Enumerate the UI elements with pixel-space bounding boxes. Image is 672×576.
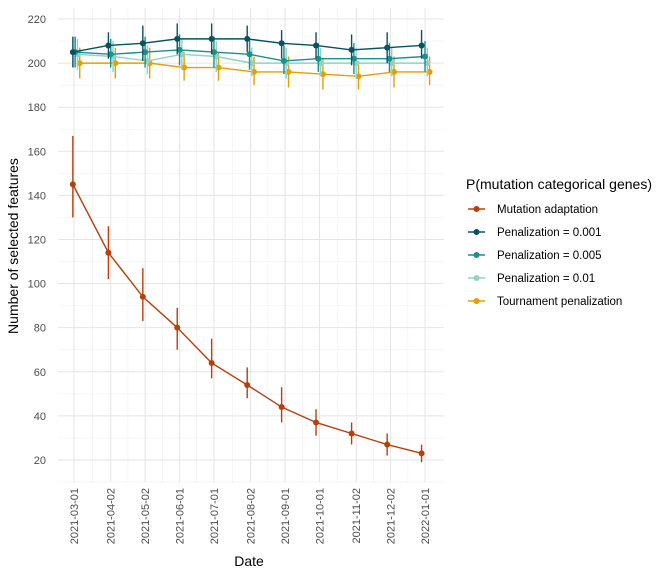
- data-point: [176, 46, 183, 53]
- x-tick-label: 2021-07-01: [209, 488, 221, 544]
- y-tick-label: 160: [28, 146, 46, 158]
- y-tick-label: 60: [34, 367, 46, 379]
- data-point: [350, 55, 357, 62]
- data-point: [246, 51, 253, 58]
- data-point: [208, 359, 215, 366]
- x-tick-label: 2021-11-02: [351, 488, 363, 543]
- data-point: [107, 51, 114, 58]
- legend-title: P(mutation categorical genes): [466, 176, 652, 192]
- y-tick-label: 20: [34, 455, 46, 467]
- legend-label: Mutation adaptation: [497, 204, 598, 216]
- data-point: [384, 441, 391, 448]
- data-point: [348, 46, 355, 53]
- x-axis-ticks: 2021-03-01 2021-04-02 2021-05-02 2021-06-01…: [69, 488, 432, 544]
- data-point: [426, 68, 433, 75]
- data-point: [76, 60, 83, 67]
- x-tick-label: 2021-08-02: [246, 488, 258, 544]
- y-axis-ticks: 20 40 60 80 100 120 140 160 180 200 220: [28, 14, 46, 467]
- data-point: [285, 68, 292, 75]
- data-point: [139, 40, 146, 47]
- data-point: [208, 35, 215, 42]
- y-tick-label: 220: [28, 14, 46, 26]
- legend-key-point: [473, 229, 480, 235]
- data-point: [181, 64, 188, 71]
- y-tick-label: 80: [34, 323, 46, 335]
- data-point: [210, 49, 217, 56]
- y-tick-label: 140: [28, 190, 46, 202]
- data-point: [391, 68, 398, 75]
- data-point: [278, 40, 285, 47]
- data-point: [418, 450, 425, 457]
- x-tick-label: 2022-01-01: [420, 488, 432, 544]
- legend-label: Penalization = 0.001: [497, 227, 602, 239]
- data-point: [386, 55, 393, 62]
- data-point: [139, 293, 146, 300]
- x-tick-label: 2021-03-01: [69, 488, 81, 544]
- legend-label: Penalization = 0.005: [497, 250, 602, 262]
- legend-key-point: [473, 206, 480, 212]
- x-tick-label: 2021-12-02: [386, 488, 398, 544]
- data-point: [313, 42, 320, 49]
- data-point: [144, 57, 151, 64]
- series: [72, 34, 428, 75]
- legend-key-point: [473, 298, 480, 304]
- data-point: [353, 60, 360, 67]
- x-tick-label: 2021-05-02: [140, 488, 152, 544]
- data-point: [251, 68, 258, 75]
- data-point: [174, 35, 181, 42]
- data-point: [315, 55, 322, 62]
- x-tick-label: 2021-04-02: [106, 488, 118, 544]
- data-point: [244, 381, 251, 388]
- data-point: [142, 49, 149, 56]
- data-point: [69, 49, 76, 56]
- data-point: [248, 60, 255, 67]
- series-group: [69, 23, 433, 463]
- data-point: [215, 64, 222, 71]
- y-axis-title: Number of selected features: [5, 158, 21, 334]
- y-tick-label: 100: [28, 279, 46, 291]
- data-point: [280, 57, 287, 64]
- data-point: [105, 42, 112, 49]
- data-point: [174, 324, 181, 331]
- series: [69, 23, 425, 68]
- x-axis-title: Date: [234, 553, 264, 569]
- series: [69, 135, 425, 463]
- y-tick-label: 40: [34, 411, 46, 423]
- series: [76, 47, 433, 90]
- grid: [58, 8, 444, 483]
- x-tick-label: 2021-10-01: [314, 488, 326, 544]
- data-point: [69, 181, 76, 188]
- data-point: [112, 60, 119, 67]
- data-point: [105, 249, 112, 256]
- legend-key-point: [473, 252, 480, 258]
- legend-key-point: [473, 275, 480, 281]
- y-tick-label: 120: [28, 234, 46, 246]
- data-point: [278, 404, 285, 411]
- data-point: [418, 42, 425, 49]
- data-point: [213, 53, 220, 60]
- data-point: [244, 35, 251, 42]
- y-tick-label: 200: [28, 58, 46, 70]
- data-point: [317, 60, 324, 67]
- data-point: [424, 60, 431, 67]
- data-point: [422, 53, 428, 60]
- data-point: [313, 419, 320, 426]
- data-point: [348, 430, 355, 437]
- legend-label: Penalization = 0.01: [497, 273, 595, 285]
- x-tick-label: 2021-06-01: [175, 488, 187, 544]
- data-point: [319, 71, 326, 78]
- data-point: [384, 44, 391, 51]
- legend: P(mutation categorical genes) Mutation a…: [466, 176, 652, 308]
- data-point: [178, 51, 185, 58]
- data-point: [355, 73, 362, 80]
- legend-label: Tournament penalization: [497, 296, 622, 308]
- data-point: [388, 60, 395, 67]
- y-tick-label: 180: [28, 102, 46, 114]
- x-tick-label: 2021-09-01: [280, 488, 292, 544]
